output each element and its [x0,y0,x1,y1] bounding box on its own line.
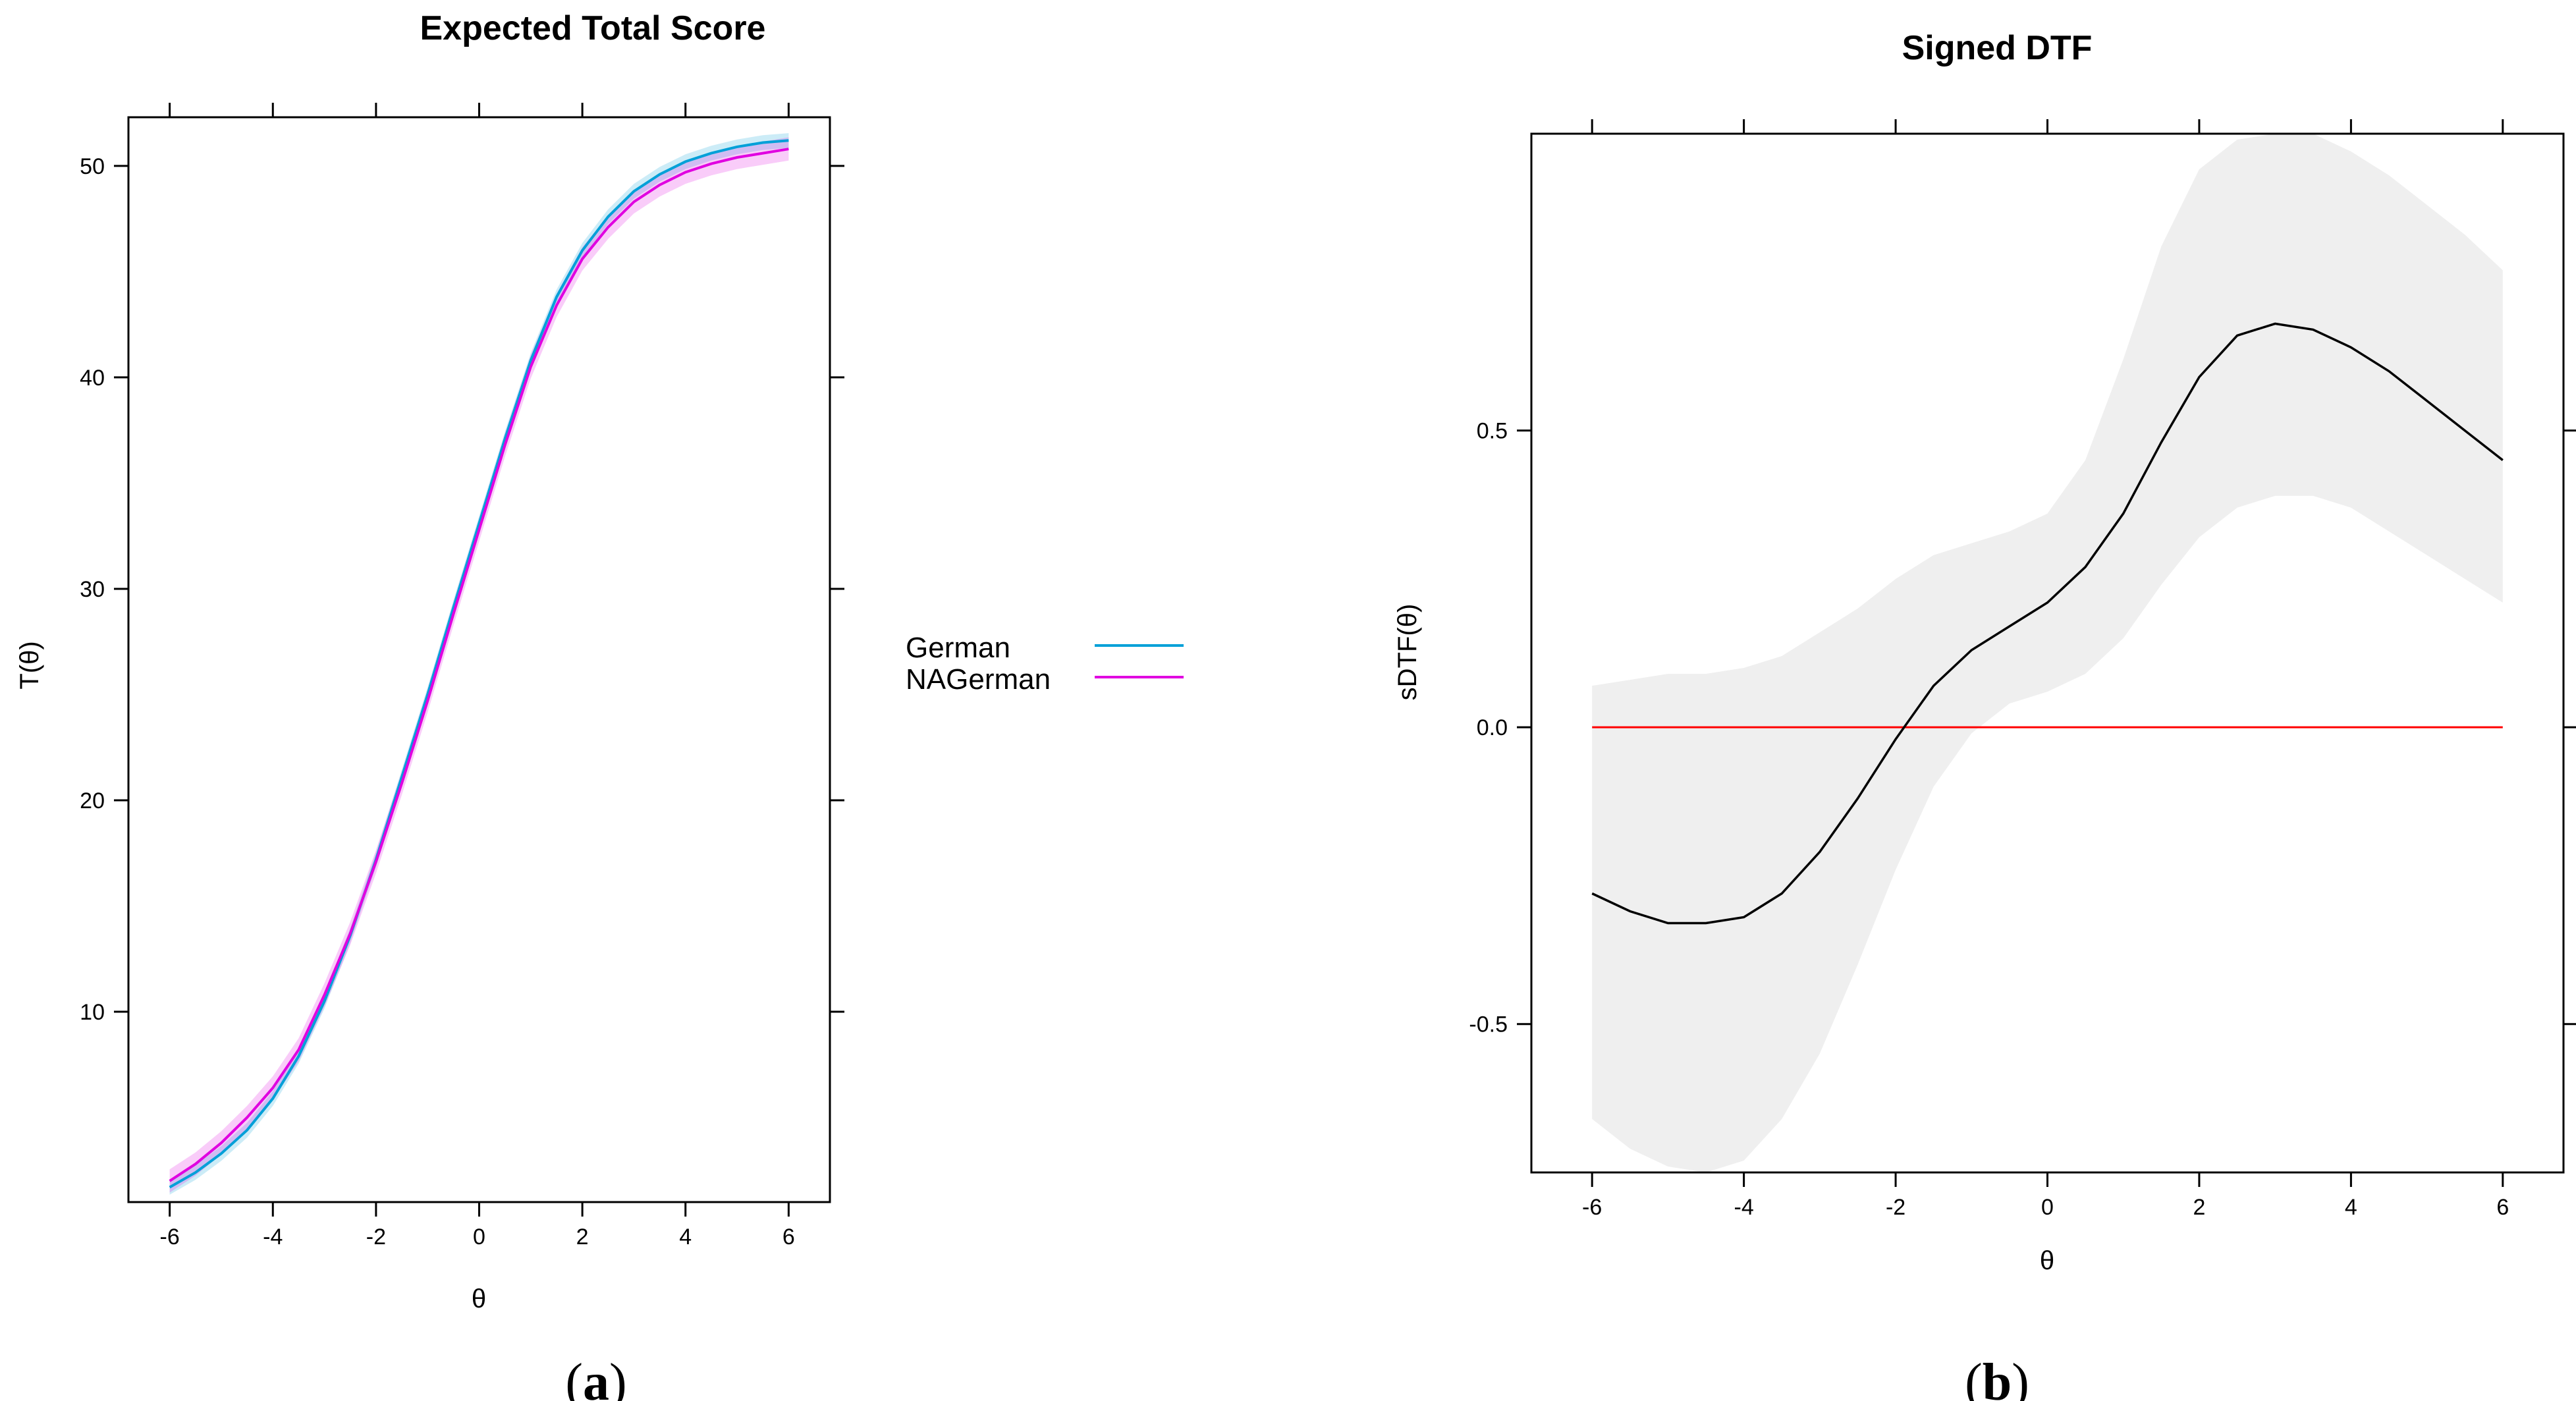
x-tick-label: -4 [1734,1195,1754,1220]
series-line-nagerman [169,148,789,1182]
chart-b-series-lines [1591,322,2504,925]
x-tick-label: 6 [782,1224,795,1250]
chart-b-confidence-band [1592,134,2503,1172]
x-tick-label: 0 [2041,1195,2054,1220]
y-tick-label: 0.0 [1477,715,1508,740]
x-tick-label: -6 [1582,1195,1602,1220]
chart-a-plot-frame [127,116,831,1203]
x-tick-label: 4 [2345,1195,2357,1220]
x-tick-label: 6 [2496,1195,2509,1220]
caption-a: (a) [565,1354,626,1401]
chart-a-y-axis: 10 20 30 40 50 [80,154,844,1025]
chart-b-x-axis-label: θ [2040,1246,2054,1275]
x-tick-label: -4 [263,1224,283,1250]
x-tick-label: 0 [473,1224,485,1250]
chart-a-bands [169,133,789,1195]
sdtf-confidence-band [1592,134,2503,1172]
confidence-band-german [169,133,789,1195]
y-tick-label: 30 [80,577,105,602]
y-tick-label: 10 [80,1000,105,1025]
legend-label-nagerman: NAGerman [906,663,1051,696]
chart-b-y-axis: -0.5 0.0 0.5 [1469,419,2576,1037]
x-tick-label: -2 [1886,1195,1905,1220]
y-tick-label: 0.5 [1477,419,1508,444]
chart-a-legend: German NAGerman [906,632,1184,696]
x-tick-label: -2 [366,1224,386,1250]
chart-a-series-lines [169,139,789,1189]
y-tick-label: 50 [80,154,105,179]
chart-b-y-axis-label: sDTF(θ) [1393,604,1422,701]
chart-a-title: Expected Total Score [420,9,766,47]
legend-label-german: German [906,632,1010,664]
x-tick-label: 2 [576,1224,589,1250]
caption-b: (b) [1965,1354,2029,1401]
x-tick-label: -6 [160,1224,180,1250]
x-tick-label: 2 [2193,1195,2205,1220]
series-line-german [169,139,789,1189]
y-tick-label: 40 [80,366,105,391]
chart-a-y-axis-label: T(θ) [15,641,44,689]
chart-b-x-axis: -6 -4 -2 0 2 4 6 [1582,119,2509,1220]
chart-a-x-axis-label: θ [472,1284,486,1313]
x-tick-label: 4 [679,1224,692,1250]
sdtf-line [1591,322,2504,925]
panel-a-expected-total-score: Expected Total Score -6 -4 -2 0 2 4 6 10 20 30 40… [15,9,844,1313]
chart-a-x-axis: -6 -4 -2 0 2 4 6 [160,103,795,1250]
y-tick-label: 20 [80,788,105,813]
y-tick-label: -0.5 [1469,1012,1508,1037]
panel-b-signed-dtf: Signed DTF -6 -4 -2 0 2 4 6 -0.5 0.0 0.5 θ sDTF(… [1393,29,2576,1275]
confidence-band-nagerman [169,137,789,1193]
chart-b-title: Signed DTF [1902,29,2093,67]
